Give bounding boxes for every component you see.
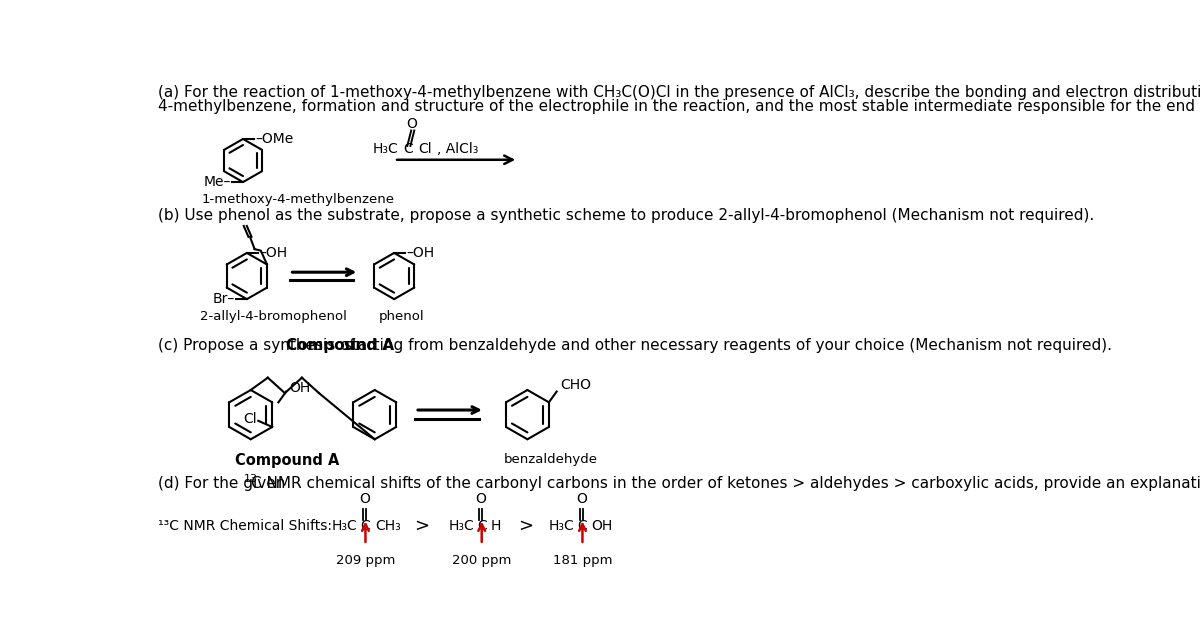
Text: –OMe: –OMe [256,132,294,146]
Text: (c) Propose a synthesis of: (c) Propose a synthesis of [157,337,360,353]
Text: starting from benzaldehyde and other necessary reagents of your choice (Mechanis: starting from benzaldehyde and other nec… [340,337,1112,353]
Text: (d) For the given: (d) For the given [157,477,290,491]
Text: OH: OH [592,520,613,533]
Text: C: C [476,520,486,533]
Text: H₃C: H₃C [332,520,358,533]
Text: H₃C: H₃C [548,520,575,533]
Text: 1-methoxy-4-methylbenzene: 1-methoxy-4-methylbenzene [202,193,395,206]
Text: Compound A: Compound A [287,337,395,353]
Text: (a) For the reaction of 1-methoxy-4-methylbenzene with CH₃C(O)Cl in the presence: (a) For the reaction of 1-methoxy-4-meth… [157,85,1200,100]
Text: 181 ppm: 181 ppm [553,554,612,567]
Text: , AlCl₃: , AlCl₃ [437,142,478,156]
Text: (b) Use phenol as the substrate, propose a synthetic scheme to produce 2-allyl-4: (b) Use phenol as the substrate, propose… [157,209,1094,223]
Text: C NMR chemical shifts of the carbonyl carbons in the order of ketones > aldehyde: C NMR chemical shifts of the carbonyl ca… [251,477,1200,491]
Text: >: > [518,517,533,535]
Text: H: H [491,520,502,533]
Text: Compound A: Compound A [235,453,340,468]
Text: ¹³C NMR Chemical Shifts:: ¹³C NMR Chemical Shifts: [157,520,331,533]
Text: O: O [407,118,418,131]
Text: 13: 13 [244,474,258,484]
Text: H₃C: H₃C [372,142,398,156]
Text: H₃C: H₃C [449,520,474,533]
Text: C: C [360,520,371,533]
Text: 2-allyl-4-bromophenol: 2-allyl-4-bromophenol [200,310,347,323]
Text: phenol: phenol [379,310,425,323]
Text: 209 ppm: 209 ppm [336,554,395,567]
Text: OH: OH [289,382,311,396]
Text: Cl: Cl [244,412,257,426]
Text: O: O [475,492,486,506]
Text: benzaldehyde: benzaldehyde [504,453,598,466]
Text: C: C [577,520,587,533]
Text: 200 ppm: 200 ppm [452,554,511,567]
Text: O: O [359,492,370,506]
Text: CHO: CHO [559,379,590,392]
Text: Br–: Br– [212,292,234,306]
Text: –OH: –OH [259,246,288,260]
Text: CH₃: CH₃ [374,520,401,533]
Text: Me–: Me– [203,175,230,189]
Text: 4-methylbenzene, formation and structure of the electrophile in the reaction, an: 4-methylbenzene, formation and structure… [157,99,1200,114]
Text: –OH: –OH [407,246,434,260]
Text: O: O [576,492,587,506]
Text: C: C [403,142,413,156]
Text: >: > [414,517,428,535]
Text: Cl: Cl [418,142,432,156]
